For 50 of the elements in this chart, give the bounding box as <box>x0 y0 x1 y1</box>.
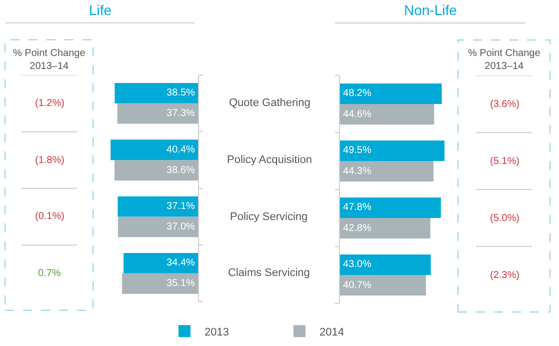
data-label: 34.4% <box>166 258 195 269</box>
text: % Point Change 2013–14 <box>468 48 541 72</box>
bar <box>114 82 198 104</box>
data-label: 40.4% <box>166 144 195 156</box>
bar <box>340 161 434 182</box>
bar <box>117 103 198 124</box>
y-tick-label: Quote Gathering <box>229 97 310 109</box>
chart-title: Non-Life <box>404 2 458 18</box>
bar <box>114 160 198 180</box>
data-label: 44.6% <box>343 108 372 120</box>
data-label: 47.8% <box>343 202 372 214</box>
bar <box>118 196 198 217</box>
y-tick-label: Claims Servicing <box>228 267 310 279</box>
data-label: 42.8% <box>343 222 372 234</box>
bar <box>340 197 441 218</box>
text: (1.8%) <box>35 155 64 166</box>
bar <box>340 104 434 125</box>
bar <box>340 83 442 104</box>
bar <box>340 275 426 296</box>
text: (0.1%) <box>35 211 64 222</box>
data-label: 35.1% <box>166 278 195 290</box>
bar <box>122 273 198 294</box>
data-label: 37.0% <box>166 221 195 232</box>
text: (5.0%) <box>490 213 520 224</box>
data-label: 38.6% <box>166 164 195 176</box>
data-label: 44.3% <box>343 166 372 177</box>
data-label: 40.7% <box>343 280 372 291</box>
data-label: 43.0% <box>343 259 372 270</box>
text: (2.3%) <box>490 270 520 281</box>
data-label: 38.5% <box>166 88 195 99</box>
data-label: 49.5% <box>343 145 372 156</box>
y-tick-label: Policy Servicing <box>230 211 308 223</box>
text: (3.6%) <box>490 99 520 110</box>
bar <box>110 140 198 160</box>
chart-title: Life <box>89 2 112 18</box>
legend-label: 2013 <box>204 326 229 338</box>
text: (5.1%) <box>490 156 520 167</box>
data-label: 37.1% <box>166 201 195 212</box>
legend-label: 2014 <box>320 326 344 338</box>
bar <box>118 216 198 238</box>
data-label: 48.2% <box>343 88 372 100</box>
bar <box>340 254 431 275</box>
bar <box>340 140 444 161</box>
text: % Point Change 2013–14 <box>13 48 86 72</box>
data-label: 37.3% <box>166 108 195 120</box>
y-tick-label: Policy Acquisition <box>227 154 312 166</box>
text: (1.2%) <box>35 98 64 109</box>
bar <box>124 253 198 274</box>
text: 0.7% <box>38 268 61 279</box>
bar <box>340 218 430 239</box>
